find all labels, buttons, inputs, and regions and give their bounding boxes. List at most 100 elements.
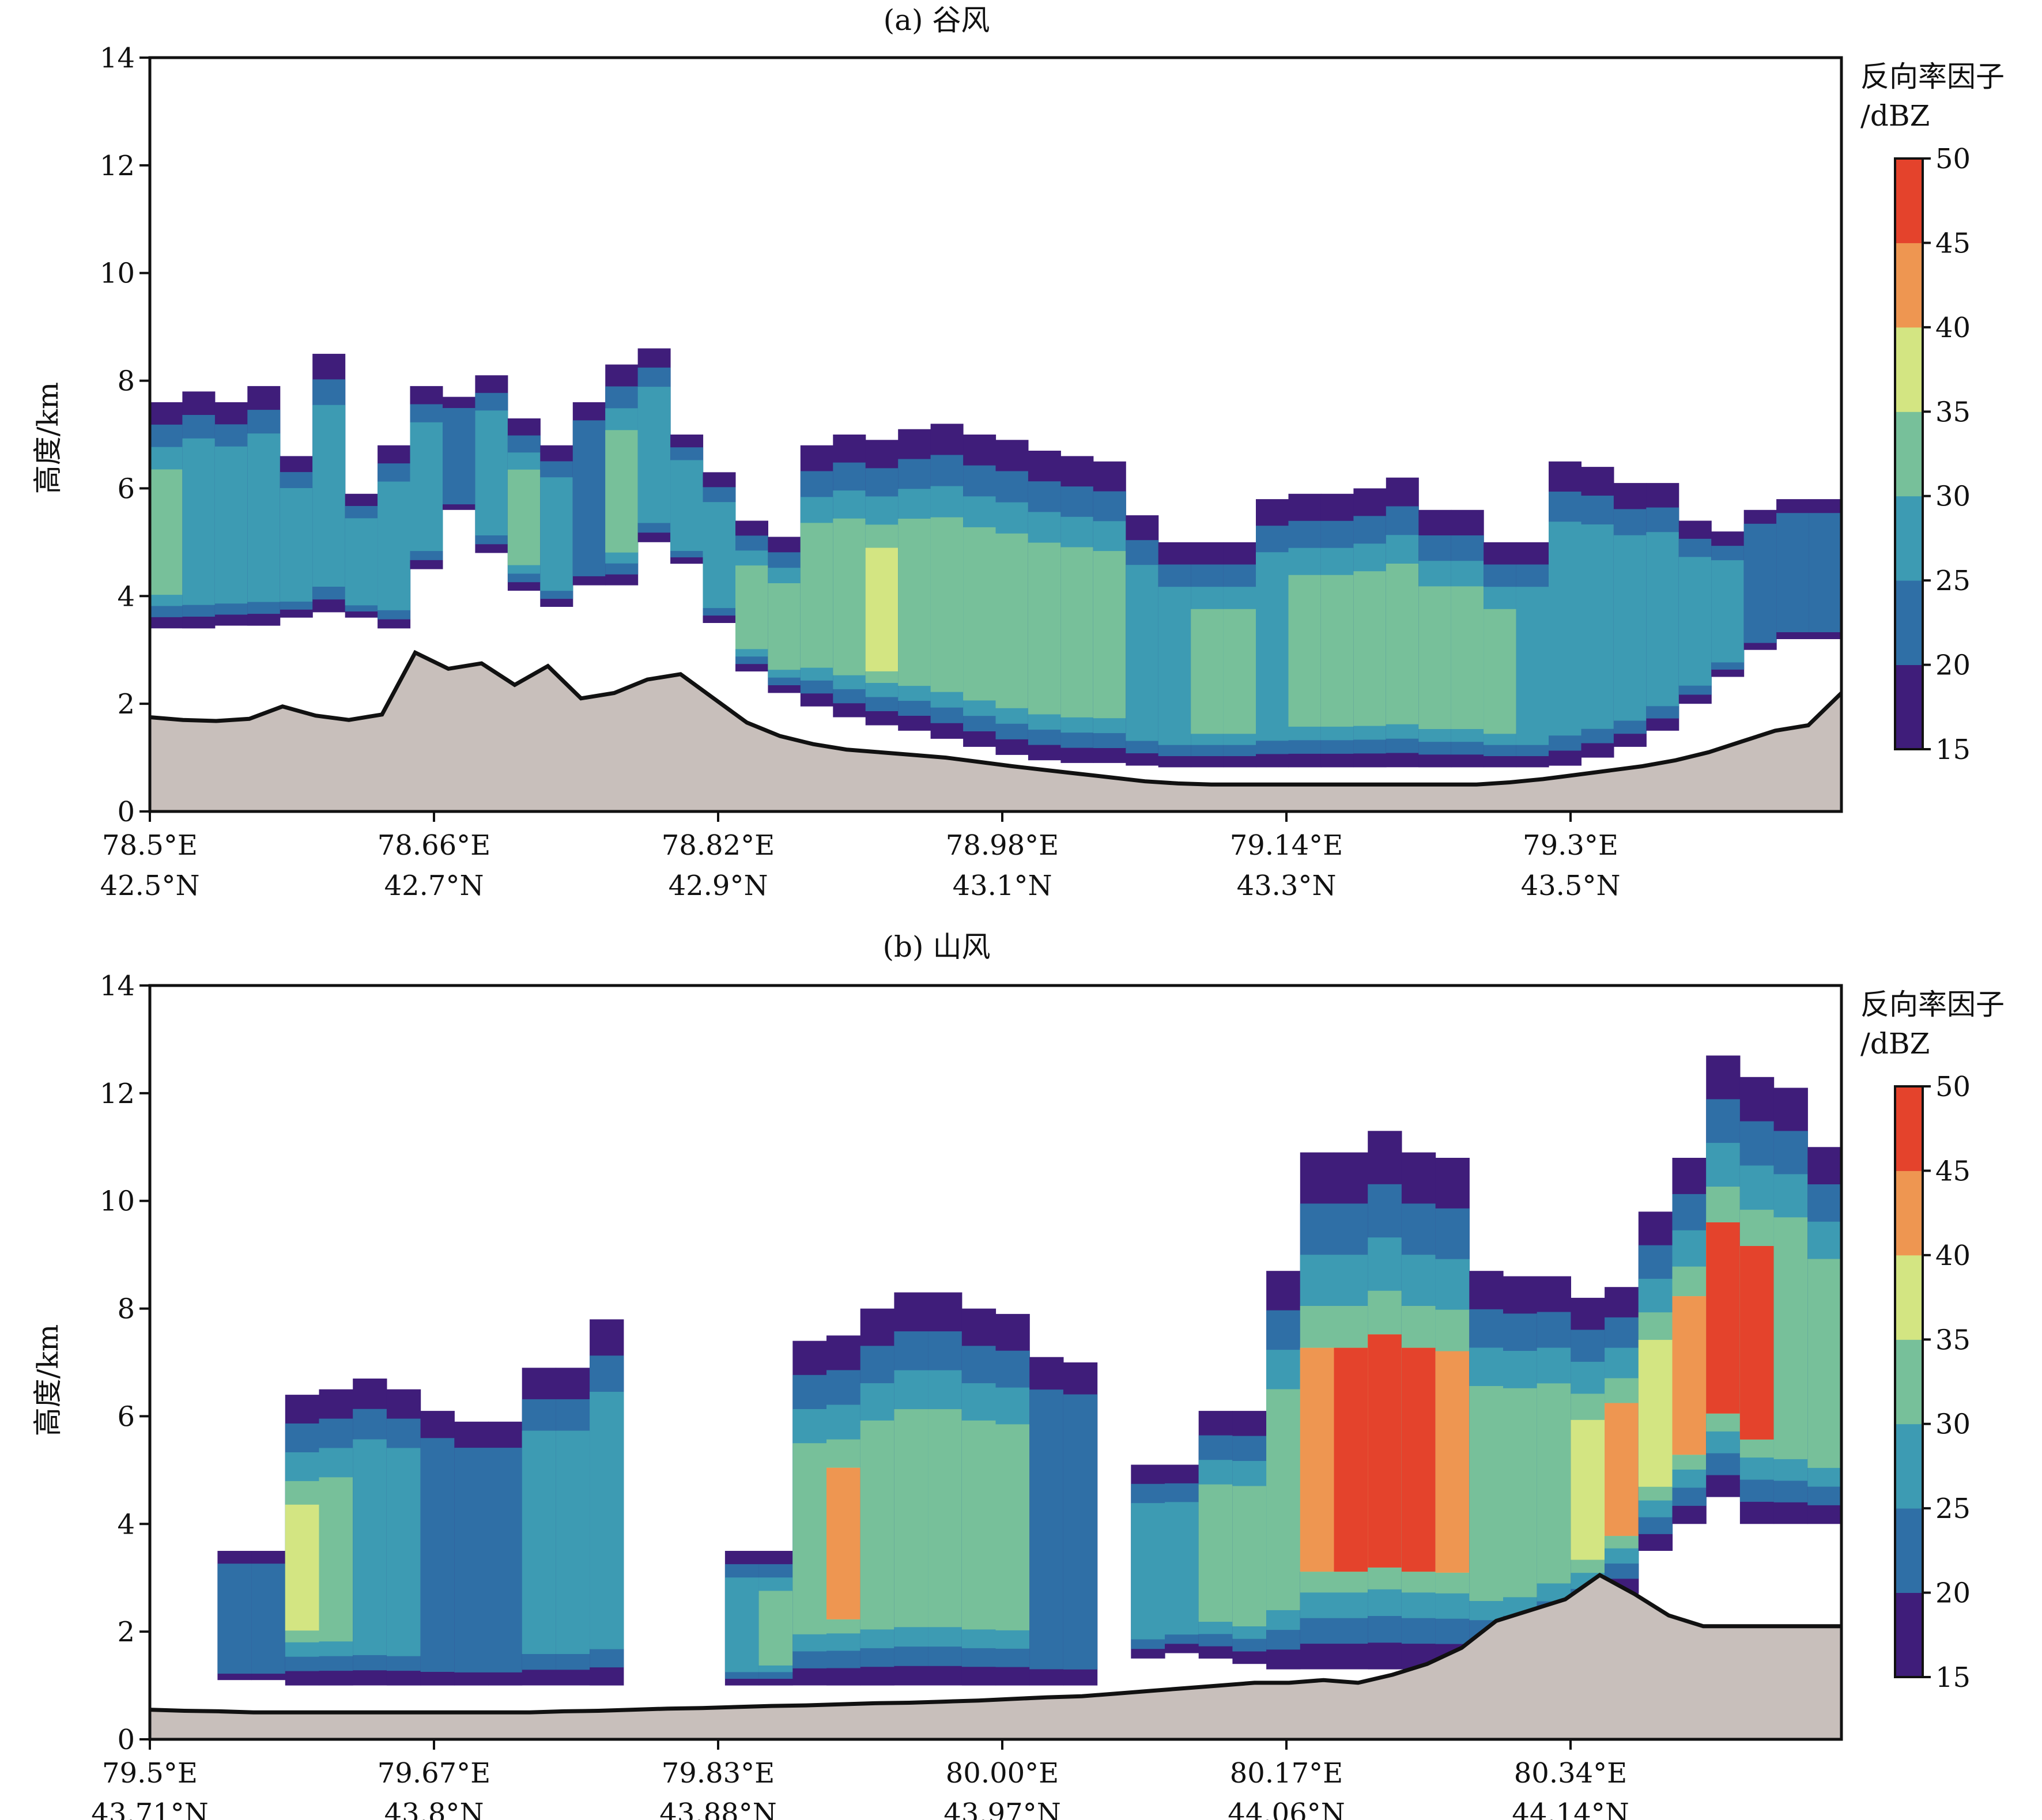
colorbar-tick-label: 50 [1935,1071,1971,1103]
y-tick-label: 12 [100,150,135,182]
echo-cell [1256,552,1289,741]
x-tick-label-lat: 43.71°N [91,1798,208,1820]
x-tick-label-lon: 78.5°E [102,829,198,862]
echo-cell [319,1477,353,1642]
echo-cell [963,527,997,701]
colorbar-tick-label: 25 [1935,1493,1971,1525]
colorbar-segment [1895,411,1923,497]
colorbar-segment [1895,1423,1923,1509]
echo-cell [1773,1217,1808,1459]
colorbar-tick-label: 15 [1935,734,1971,766]
panel-b-colorbar: 反向率因子 /dBZ 15 20 25 30 35 40 45 50 [1860,988,2005,1694]
colorbar-tick-label: 45 [1935,227,1971,259]
panel-b-y-axis-label: 高度/km [31,1324,65,1437]
y-tick-label: 6 [117,473,135,505]
echo-cell [1060,547,1094,718]
panel-b-x-ticks: 79.5°E 43.71°N 79.67°E 43.8°N 79.83°E 43.88°N… [91,1739,1629,1820]
echo-cell [475,410,508,535]
colorbar-segment [1895,1339,1923,1425]
echo-cell [1158,587,1191,745]
echo-cell [670,460,704,551]
y-tick-label: 2 [117,1616,135,1648]
echo-cell [1743,523,1777,643]
colorbar-segment [1895,496,1923,581]
echo-cell [443,408,475,505]
echo-cell [590,1392,624,1649]
colorbar-tick-label: 40 [1935,1240,1971,1272]
panel-b-y-ticks: 0 2 4 6 8 10 12 14 [100,970,150,1756]
echo-cell [1776,513,1810,632]
colorbar-tick-label: 20 [1935,1577,1971,1610]
echo-cell [1386,564,1419,724]
echo-cell [353,1439,387,1655]
y-tick-label: 8 [117,365,135,398]
terrain-line [149,650,1843,787]
echo-cell [768,583,801,670]
echo-cell [724,1577,760,1672]
echo-cell [1320,575,1354,727]
echo-cell [280,488,313,602]
echo-cell [1605,1403,1639,1536]
echo-cell [703,502,736,609]
colorbar-frame [1894,157,1924,750]
y-tick-label: 10 [100,1185,135,1218]
x-tick-label-lon: 79.14°E [1230,829,1343,862]
y-tick-label: 4 [117,1508,135,1540]
y-tick-label: 14 [100,970,135,1002]
y-tick-label: 2 [117,688,135,720]
echo-cell [1334,1347,1368,1572]
echo-cell [1300,1347,1335,1572]
x-tick-label-lon: 80.00°E [946,1757,1059,1789]
terrain-line [149,1572,1841,1715]
x-tick-label-lon: 78.66°E [378,829,490,862]
y-tick-label: 12 [100,1078,135,1110]
x-tick-label-lon: 79.83°E [662,1757,775,1789]
colorbar-tick-label: 15 [1935,1662,1971,1694]
echo-cell [1672,1296,1707,1455]
echo-cell [1418,586,1452,729]
echo-cell [865,547,899,671]
colorbar-tick-label: 25 [1935,565,1971,597]
echo-cell [1126,565,1159,741]
echo-cell [1028,542,1061,715]
echo-cell [1232,1486,1267,1626]
echo-cell [247,433,281,602]
echo-cell [1191,609,1224,734]
x-tick-label-lat: 44.06°N [1228,1798,1345,1820]
echo-cell [1807,1259,1842,1468]
colorbar-segment [1895,158,1923,243]
echo-cell [1288,575,1322,727]
echo-cell [285,1504,320,1631]
echo-cell [605,430,639,553]
echo-cell [1484,609,1517,734]
colorbar-tick-label: 20 [1935,650,1971,682]
x-tick-label-lon: 79.67°E [378,1757,490,1789]
colorbar-tick-label: 50 [1935,143,1971,175]
colorbar-segment [1895,664,1923,750]
echo-cell [1435,1351,1470,1573]
echo-cell [540,477,573,591]
colorbar-segment [1895,243,1923,328]
colorbar-segment [1895,1086,1923,1171]
x-tick-label-lat: 43.1°N [953,870,1052,902]
echo-cell [214,446,248,604]
echo-cell [507,469,541,565]
echo-cell [1581,524,1614,729]
echo-cell [1131,1503,1165,1640]
panel-b-colorbar-title: 反向率因子 [1860,988,2005,1021]
terrain-fill [150,1575,1841,1739]
echo-cell [1809,513,1842,632]
echo-cell [637,387,671,523]
y-tick-label: 14 [100,42,135,74]
echo-cell [312,405,346,587]
x-tick-label-lon: 78.82°E [662,829,775,862]
echo-cell [182,438,216,605]
y-tick-label: 10 [100,258,135,290]
echo-cell [1198,1484,1233,1622]
echo-cell [833,518,866,675]
colorbar-segment [1895,327,1923,412]
colorbar-segment [1895,1508,1923,1593]
echo-cell [345,518,378,606]
echo-cell [826,1467,861,1619]
